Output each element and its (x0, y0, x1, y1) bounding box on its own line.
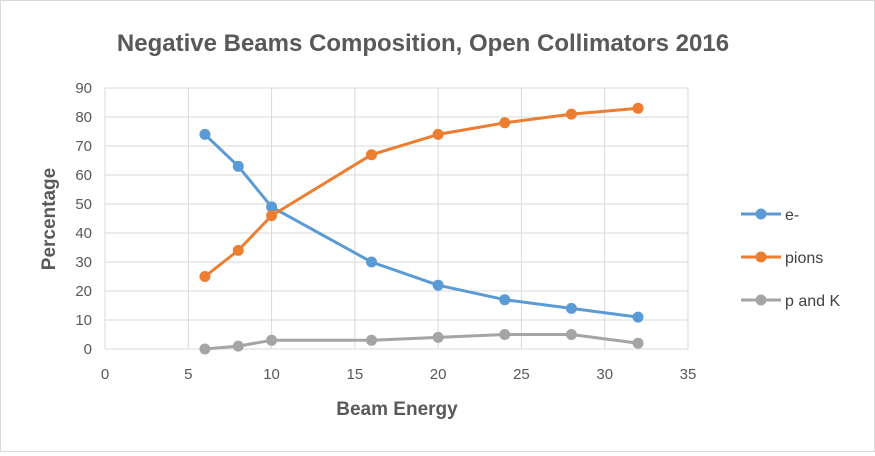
data-point-pions (632, 102, 644, 114)
data-point-pions (199, 271, 211, 282)
x-tick-label: 30 (596, 366, 613, 383)
y-tick-label: 10 (75, 312, 92, 329)
legend-marker-pions (755, 251, 767, 263)
x-tick-label: 0 (101, 366, 109, 383)
legend: e-pions p and K (741, 207, 840, 310)
series-line-p-and-k (204, 333, 639, 351)
data-point-p-and-k (366, 334, 378, 346)
data-point-p-and-k (432, 331, 444, 343)
x-tick-label: 5 (184, 366, 192, 383)
data-point-e (366, 256, 378, 268)
x-tick-label: 35 (680, 366, 697, 383)
data-point-e (632, 311, 644, 323)
y-tick-label: 40 (75, 225, 92, 242)
data-point-p-and-k (632, 337, 644, 349)
data-point-e (266, 201, 278, 213)
data-point-e (565, 302, 577, 314)
y-tick-label: 90 (75, 80, 92, 97)
y-tick-label: 50 (75, 196, 92, 213)
y-axis-title: Percentage (39, 168, 60, 270)
chart-title: Negative Beams Composition, Open Collima… (117, 30, 729, 57)
legend-marker-e (755, 208, 767, 220)
data-point-pions (565, 108, 577, 120)
data-point-p-and-k (232, 340, 244, 352)
data-point-pions (232, 244, 244, 256)
legend-label-e: e- (785, 207, 799, 224)
x-tick-label: 20 (430, 366, 447, 383)
y-tick-label: 20 (75, 283, 92, 300)
gridlines (105, 87, 689, 349)
data-point-e (232, 160, 244, 172)
x-tick-label: 10 (263, 366, 280, 383)
legend-label-p-and-k: p and K (785, 293, 840, 310)
x-tick-label: 15 (347, 366, 364, 383)
y-tick-label: 80 (75, 109, 92, 126)
data-point-e (432, 279, 444, 291)
y-tick-label: 0 (84, 341, 92, 358)
y-tick-label: 30 (75, 254, 92, 271)
x-tick-label: 25 (513, 366, 530, 383)
data-point-e (499, 294, 511, 306)
y-tick-label: 70 (75, 138, 92, 155)
data-point-pions (266, 210, 278, 222)
data-point-p-and-k (499, 329, 511, 340)
axes: 0 10 20 30 40 50 60 70 80 90 0 5 10 15 20 25 30 35 (75, 80, 696, 383)
series-line-pions (203, 106, 639, 278)
data-point-p-and-k (266, 334, 278, 346)
data-point-pions (366, 149, 378, 161)
legend-marker-p-and-k (755, 294, 767, 306)
data-point-p-and-k (199, 343, 211, 355)
series-group (199, 102, 644, 355)
data-point-pions (432, 128, 444, 140)
data-point-e (199, 128, 211, 140)
data-point-p-and-k (565, 329, 577, 340)
legend-label-pions: pions (785, 250, 823, 267)
y-tick-label: 60 (75, 167, 92, 184)
series-line-e (203, 133, 639, 319)
x-axis-title: Beam Energy (336, 399, 458, 420)
data-point-pions (499, 117, 511, 129)
